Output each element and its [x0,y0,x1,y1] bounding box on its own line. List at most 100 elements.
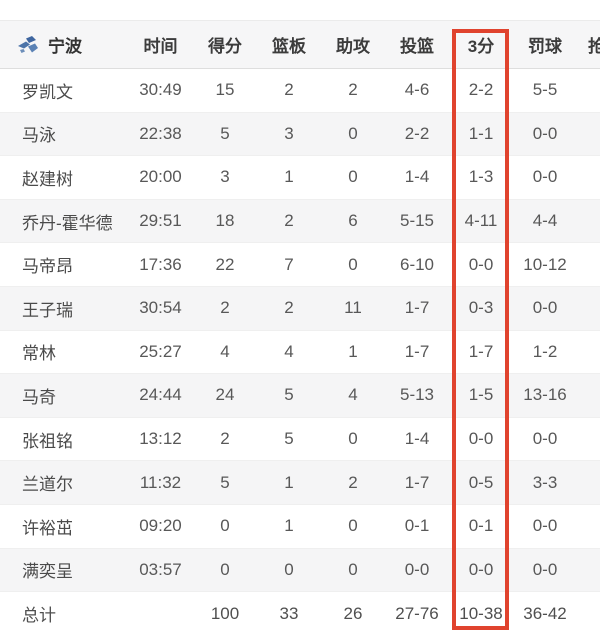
time-cell: 03:57 [139,559,182,579]
assists-cell: 0 [348,167,358,187]
table-row[interactable]: 满奕呈 03:57 0 0 0 0-0 0-0 0-0 [0,548,600,592]
ft-cell: 13-16 [523,385,567,405]
table-row[interactable]: 张祖铭 13:12 2 5 0 1-4 0-0 0-0 [0,417,600,461]
three-pt-cell: 1-3 [468,167,494,187]
extra-cell [577,243,600,287]
points-cell: 5 [220,123,230,143]
totals-row: 总计 100 33 26 27-76 10-38 36-42 [0,591,600,635]
extra-cell [577,286,600,330]
three-pt-cell: 0-1 [468,516,494,536]
assists-cell: 0 [348,516,358,536]
fg-cell: 1-7 [404,472,430,492]
team-name: 宁波 [48,37,82,56]
table-row[interactable]: 乔丹-霍华德 29:51 18 2 6 5-15 4-11 4-4 [0,199,600,243]
extra-cell [577,461,600,505]
rebounds-cell: 5 [284,385,294,405]
time-cell: 30:54 [139,298,182,318]
three-pt-cell: 1-7 [468,341,494,361]
player-name-cell: 满奕呈 [22,562,73,582]
table-row[interactable]: 王子瑞 30:54 2 2 11 1-7 0-3 0-0 [0,286,600,331]
points-cell: 2 [220,298,230,318]
assists-cell: 0 [348,123,358,143]
col-header-rebounds: 篮板 [272,37,306,56]
table-row[interactable]: 马帝昂 17:36 22 7 0 6-10 0-0 10-12 [0,242,600,287]
rebounds-cell: 2 [284,80,294,100]
assists-cell: 1 [348,341,358,361]
ft-cell: 0-0 [532,516,558,536]
table-row[interactable]: 许裕茁 09:20 0 1 0 0-1 0-1 0-0 [0,504,600,549]
ft-cell: 10-12 [523,254,567,274]
ft-cell: 0-0 [532,429,558,449]
assists-cell: 0 [348,559,358,579]
fg-cell: 0-1 [404,516,430,536]
player-name-cell: 赵建树 [22,169,73,189]
ft-cell: 0-0 [532,123,558,143]
rebounds-cell: 3 [284,123,294,143]
time-cell: 22:38 [139,123,182,143]
rebounds-cell: 1 [284,516,294,536]
time-cell: 29:51 [139,211,182,231]
assists-cell: 0 [348,254,358,274]
rebounds-cell: 7 [284,254,294,274]
three-pt-cell: 10-38 [459,603,503,623]
assists-cell: 11 [344,298,362,318]
table-row[interactable]: 兰道尔 11:32 5 1 2 1-7 0-5 3-3 [0,460,600,505]
ft-cell: 0-0 [532,298,558,318]
three-pt-cell: 1-5 [468,385,494,405]
time-cell: 11:32 [139,472,182,492]
col-header-3pt: 3分 [467,37,495,56]
rebounds-cell: 1 [284,472,294,492]
player-name-cell: 许裕茁 [22,518,73,538]
extra-cell [577,417,600,461]
fg-cell: 2-2 [404,123,430,143]
assists-cell: 2 [348,80,358,100]
player-name-cell: 马泳 [22,126,56,146]
fg-cell: 4-6 [404,80,430,100]
table-row[interactable]: 赵建树 20:00 3 1 0 1-4 1-3 0-0 [0,155,600,200]
points-cell: 2 [220,429,230,449]
player-name-cell: 乔丹-霍华德 [22,213,113,233]
time-cell: 25:27 [139,341,182,361]
rebounds-cell: 0 [284,559,294,579]
three-pt-cell: 0-3 [468,298,494,318]
points-cell: 5 [220,472,230,492]
three-pt-cell: 1-1 [468,123,494,143]
ft-cell: 0-0 [532,559,558,579]
extra-cell [577,199,600,243]
rebounds-cell: 2 [284,211,294,231]
player-name-cell: 马帝昂 [22,257,73,277]
time-cell: 24:44 [139,385,182,405]
table-header-row: 宁波 时间 得分 篮板 助攻 投篮 3分 罚球 抢 [0,20,600,69]
fg-cell: 1-4 [404,429,430,449]
table-row[interactable]: 马奇 24:44 24 5 4 5-13 1-5 13-16 [0,373,600,418]
box-score-table: 宁波 时间 得分 篮板 助攻 投篮 3分 罚球 抢 罗凯文 30:49 15 2… [0,20,600,635]
col-header-fg: 投篮 [400,37,434,56]
extra-cell [577,156,600,200]
ft-cell: 1-2 [532,341,558,361]
ft-cell: 3-3 [532,472,558,492]
points-cell: 24 [215,385,235,405]
time-cell: 30:49 [139,80,182,100]
table-row[interactable]: 罗凯文 30:49 15 2 2 4-6 2-2 5-5 [0,68,600,113]
ft-cell: 0-0 [532,167,558,187]
three-pt-cell: 2-2 [468,80,494,100]
ft-cell: 4-4 [532,211,558,231]
col-header-assists: 助攻 [336,37,370,56]
player-name-cell: 常林 [22,344,56,364]
extra-cell [577,504,600,548]
fg-cell: 1-7 [404,298,430,318]
three-pt-cell: 0-0 [468,429,494,449]
time-cell: 17:36 [139,254,182,274]
three-pt-cell: 0-5 [468,472,494,492]
rebounds-cell: 4 [284,341,294,361]
table-row[interactable]: 马泳 22:38 5 3 0 2-2 1-1 0-0 [0,112,600,156]
table-row[interactable]: 常林 25:27 4 4 1 1-7 1-7 1-2 [0,330,600,374]
fg-cell: 27-76 [395,603,439,623]
col-header-steals-partial: 抢 [588,37,600,56]
three-pt-cell: 0-0 [468,559,494,579]
col-header-points: 得分 [208,37,242,56]
assists-cell: 0 [348,429,358,449]
extra-cell [577,374,600,418]
extra-cell [577,592,600,635]
fg-cell: 0-0 [404,559,430,579]
